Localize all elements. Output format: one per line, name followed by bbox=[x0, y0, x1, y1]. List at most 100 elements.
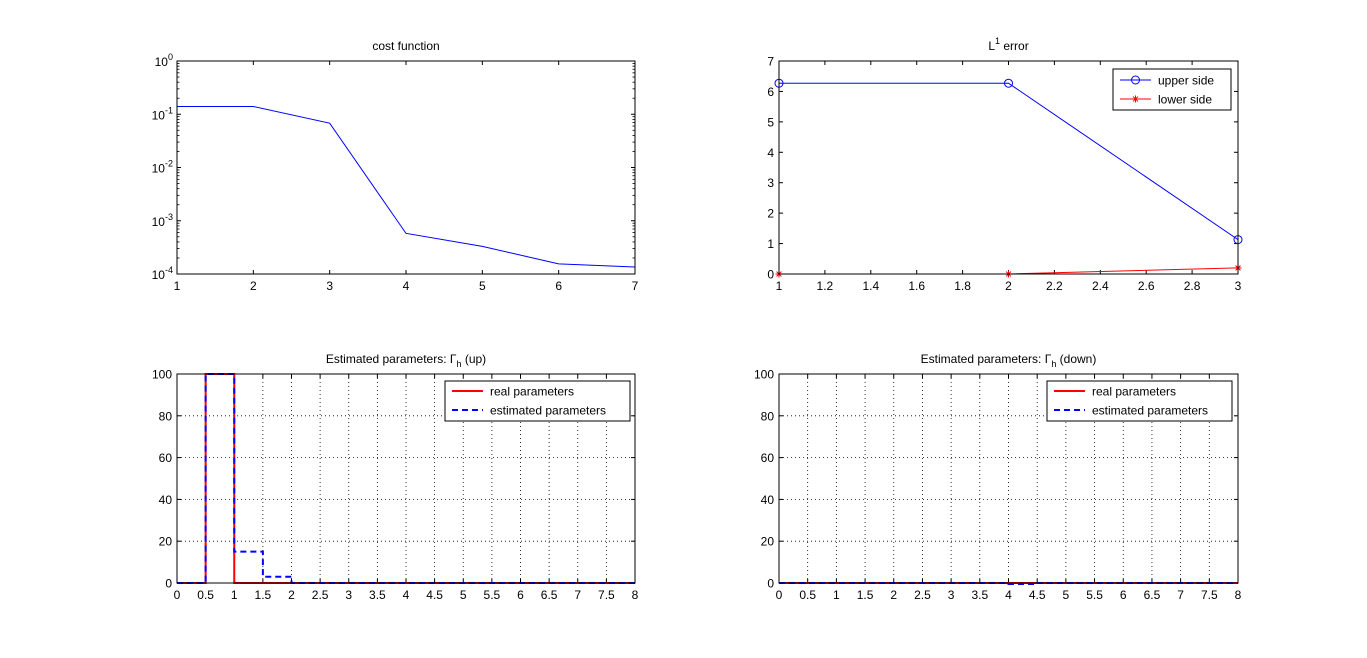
x-tick-label: 7.5 bbox=[598, 588, 615, 602]
y-tick-label: 40 bbox=[761, 493, 775, 507]
x-tick-label: 4 bbox=[1005, 588, 1012, 602]
x-tick-label: 0 bbox=[174, 588, 181, 602]
x-tick-label: 7 bbox=[632, 279, 639, 293]
y-tick-base: 10 bbox=[152, 108, 166, 122]
legend-marker bbox=[1132, 96, 1139, 102]
x-tick-label: 6 bbox=[1120, 588, 1127, 602]
x-tick-label: 1 bbox=[174, 279, 181, 293]
y-tick-label: 40 bbox=[159, 493, 173, 507]
y-tick-label: 6 bbox=[767, 85, 774, 99]
y-tick-exponent: -4 bbox=[165, 265, 173, 275]
x-tick-label: 7.5 bbox=[1201, 588, 1218, 602]
x-tick-label: 0.5 bbox=[197, 588, 214, 602]
x-tick-label: 6 bbox=[517, 588, 524, 602]
chart-title-rest: (up) bbox=[462, 352, 487, 366]
y-tick-label: 20 bbox=[761, 535, 775, 549]
legend: upper side lower side bbox=[1112, 68, 1232, 111]
x-tick-label: 2.5 bbox=[312, 588, 329, 602]
x-tick-label: 1 bbox=[231, 588, 238, 602]
y-tick-exponent: -1 bbox=[165, 105, 173, 115]
x-tick-label: 5 bbox=[479, 279, 486, 293]
y-tick-label: 0 bbox=[165, 577, 172, 591]
x-tick-label: 1.5 bbox=[255, 588, 272, 602]
y-tick-label: 1 bbox=[767, 237, 774, 251]
chart-title: Estimated parameters: Γh (up) bbox=[326, 352, 486, 369]
x-tick-label: 5 bbox=[1063, 588, 1070, 602]
x-tick-label: 4 bbox=[403, 279, 410, 293]
x-tick-label: 5.5 bbox=[1086, 588, 1103, 602]
y-tick-label: 60 bbox=[159, 451, 173, 465]
y-tick-label: 0 bbox=[767, 577, 774, 591]
x-tick-label: 1.8 bbox=[954, 279, 971, 293]
legend-box bbox=[444, 380, 631, 422]
legend-label: estimated parameters bbox=[490, 404, 606, 418]
axes-frame bbox=[176, 373, 636, 584]
x-tick-label: 3 bbox=[326, 279, 333, 293]
grid bbox=[779, 374, 1238, 583]
x-tick-label: 3 bbox=[345, 588, 352, 602]
legend-label: upper side bbox=[1158, 74, 1214, 88]
chart-3: 0 0.5 1 1.5 2 2.5 3 3.5 4 4.5 5 5.5 6 6.5 7 7.5 80204060… bbox=[152, 352, 639, 602]
y-tick-exponent: -2 bbox=[165, 159, 173, 169]
y-tick-exponent: 0 bbox=[168, 52, 173, 62]
chart-title-text: Estimated parameters: Γ bbox=[921, 352, 1052, 366]
x-tick-label: 3 bbox=[1235, 279, 1242, 293]
x-tick-label: 4.5 bbox=[1029, 588, 1046, 602]
y-tick-base: 10 bbox=[152, 268, 166, 282]
x-tick-label: 6.5 bbox=[541, 588, 558, 602]
legend-box bbox=[1112, 68, 1232, 111]
x-tick-label: 1 bbox=[776, 279, 783, 293]
chart-title-rest: (down) bbox=[1056, 352, 1096, 366]
legend: real parameters estimated parameters bbox=[444, 380, 631, 422]
series-line-1 bbox=[177, 105, 636, 268]
legend-marker bbox=[1131, 75, 1140, 85]
x-tick-label: 4.5 bbox=[426, 588, 443, 602]
legend-box bbox=[1046, 380, 1233, 422]
x-tick-label: 0 bbox=[776, 588, 783, 602]
x-tick-label: 5 bbox=[460, 588, 467, 602]
grid bbox=[177, 374, 635, 583]
y-tick-label: 60 bbox=[761, 451, 775, 465]
y-tick-label: 5 bbox=[767, 115, 774, 129]
chart-title-rest: error bbox=[1000, 39, 1029, 53]
y-tick-label: 3 bbox=[767, 176, 774, 190]
x-tick-label: 2 bbox=[1005, 279, 1012, 293]
x-tick-label: 2.2 bbox=[1046, 279, 1063, 293]
y-tick-label: 10-4 bbox=[152, 265, 173, 282]
x-tick-label: 5.5 bbox=[484, 588, 501, 602]
y-tick-exponent: -3 bbox=[165, 212, 173, 222]
legend: real parameters estimated parameters bbox=[1046, 380, 1233, 422]
x-tick-label: 4 bbox=[403, 588, 410, 602]
y-tick-label: 2 bbox=[767, 207, 774, 221]
chart-title: L1 error bbox=[988, 36, 1028, 53]
data-point bbox=[1004, 78, 1013, 88]
x-tick-label: 6.5 bbox=[1144, 588, 1161, 602]
x-tick-label: 3.5 bbox=[369, 588, 386, 602]
x-tick-label: 2.8 bbox=[1184, 279, 1201, 293]
y-tick-label: 7 bbox=[767, 55, 774, 69]
y-tick-label: 100 bbox=[155, 52, 173, 69]
y-tick-label: 10-2 bbox=[152, 159, 173, 176]
y-tick-label: 4 bbox=[767, 146, 774, 160]
chart-title-text: Estimated parameters: Γ bbox=[326, 352, 457, 366]
x-tick-label: 7 bbox=[1177, 588, 1184, 602]
y-tick-label: 10-1 bbox=[152, 105, 173, 122]
x-tick-label: 7 bbox=[574, 588, 581, 602]
x-tick-label: 8 bbox=[1235, 588, 1242, 602]
y-tick-label: 100 bbox=[754, 368, 774, 382]
chart-title-superscript: 1 bbox=[995, 36, 1000, 46]
chart-title-subscript: h bbox=[456, 359, 461, 369]
x-tick-label: 2 bbox=[250, 279, 257, 293]
x-tick-label: 3 bbox=[948, 588, 955, 602]
y-tick-label: 0 bbox=[767, 268, 774, 282]
x-tick-label: 2 bbox=[890, 588, 897, 602]
chart-title: Estimated parameters: Γh (down) bbox=[921, 352, 1097, 369]
chart-title-text: L bbox=[988, 39, 995, 53]
x-tick-label: 1.5 bbox=[857, 588, 874, 602]
y-tick-label: 10-3 bbox=[152, 212, 173, 229]
x-tick-label: 1.2 bbox=[817, 279, 834, 293]
axes-frame bbox=[176, 60, 636, 275]
chart-title: cost function bbox=[372, 39, 439, 53]
